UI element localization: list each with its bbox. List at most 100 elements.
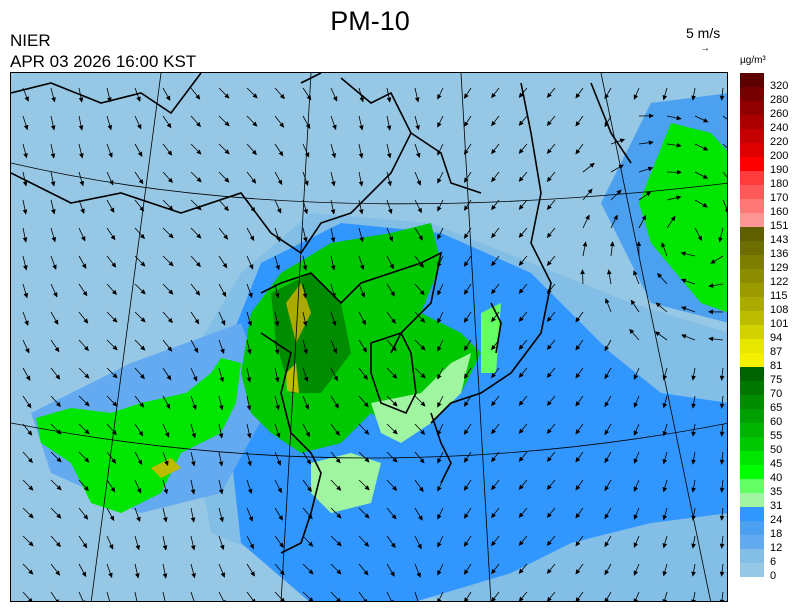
wind-arrowhead <box>23 292 29 299</box>
wind-arrowhead <box>575 485 581 491</box>
wind-arrowhead <box>418 235 423 241</box>
wind-arrowhead <box>279 542 284 548</box>
wind-arrowhead <box>463 485 469 491</box>
legend-swatch <box>740 213 764 227</box>
wind-arrowhead <box>24 96 29 102</box>
wind-arrowhead <box>276 208 282 214</box>
wind-arrowhead <box>575 401 581 407</box>
wind-arrowhead <box>518 400 524 406</box>
legend-label: 260 <box>770 108 789 120</box>
wind-arrowhead <box>415 125 420 131</box>
wind-arrowhead <box>223 599 226 601</box>
wind-arrowhead <box>546 372 552 379</box>
wind-arrowhead <box>220 572 226 578</box>
wind-arrowhead <box>307 514 313 520</box>
wind-arrowhead <box>81 571 87 578</box>
wind-arrowhead <box>719 431 725 437</box>
wind-arrowhead <box>167 177 173 184</box>
wind-arrowhead <box>164 432 170 438</box>
wind-arrowhead <box>662 543 668 549</box>
wind-vectors <box>22 87 727 601</box>
wind-arrowhead <box>78 125 84 131</box>
wind-arrow <box>386 591 392 601</box>
wind-arrowhead <box>84 429 90 435</box>
wind-arrowhead <box>718 237 723 243</box>
wind-arrowhead <box>110 487 116 493</box>
wind-arrowhead <box>546 428 552 435</box>
legend-swatch <box>740 437 764 451</box>
wind-arrowhead <box>604 569 610 576</box>
wind-arrowhead <box>137 124 142 130</box>
wind-arrowhead <box>661 242 666 248</box>
legend-swatch <box>740 423 764 437</box>
wind-arrowhead <box>109 515 115 522</box>
wind-arrowhead <box>50 181 56 187</box>
legend-label: 240 <box>770 122 789 134</box>
wind-arrowhead <box>392 401 398 407</box>
wind-arrowhead <box>331 293 336 299</box>
wind-arrowhead <box>364 457 370 463</box>
wind-arrowhead <box>331 152 337 159</box>
wind-arrowhead <box>464 597 469 601</box>
wind-arrowhead <box>167 150 173 156</box>
wind-arrowhead <box>633 402 639 408</box>
wind-arrowhead <box>140 289 146 295</box>
wind-arrow <box>634 591 640 601</box>
wind-arrowhead <box>303 208 309 215</box>
wind-arrowhead <box>392 485 398 491</box>
wind-arrowhead <box>604 93 610 100</box>
wind-arrowhead <box>140 261 146 267</box>
legend-label: 65 <box>770 402 783 414</box>
wind-arrowhead <box>604 401 610 408</box>
wind-arrowhead <box>676 143 682 148</box>
wind-arrowhead <box>546 344 552 351</box>
legend-label: 0 <box>770 570 777 582</box>
graticule <box>11 73 727 601</box>
wind-arrowhead <box>420 429 426 435</box>
wind-arrowhead <box>463 261 469 267</box>
wind-arrowhead <box>276 236 281 243</box>
wind-arrowhead <box>463 93 469 99</box>
wind-arrowhead <box>633 486 639 492</box>
wind-arrowhead <box>359 237 364 243</box>
wind-arrowhead <box>662 375 668 381</box>
legend-label: 87 <box>770 346 783 358</box>
yellow-hotspot-2 <box>286 363 299 393</box>
wind-arrowhead <box>546 232 552 239</box>
wind-arrowhead <box>437 486 442 492</box>
legend-swatch <box>740 465 764 479</box>
wind-arrowhead <box>194 319 200 325</box>
wind-arrow <box>134 591 138 601</box>
wind-arrowhead <box>491 484 496 491</box>
wind-arrowhead <box>636 241 642 247</box>
legend-unit: µg/m³ <box>740 55 766 66</box>
wind-arrowhead <box>719 571 725 577</box>
wind-arrow <box>722 115 727 120</box>
wind-arrowhead <box>691 95 696 101</box>
wind-arrowhead <box>437 458 442 464</box>
wind-arrowhead <box>50 153 56 159</box>
wind-scale-arrow-icon: → <box>700 43 710 54</box>
wind-arrowhead <box>251 598 256 601</box>
wind-arrowhead <box>190 489 196 495</box>
wind-arrowhead <box>195 121 201 128</box>
wind-arrowhead <box>645 191 652 197</box>
wind-arrowhead <box>248 264 254 270</box>
legend-label: 81 <box>770 360 783 372</box>
wind-arrowhead <box>619 138 626 143</box>
wind-arrowhead <box>22 181 28 187</box>
wind-arrowhead <box>491 176 496 183</box>
wind-arrowhead <box>662 487 668 493</box>
wind-arrowhead <box>219 517 224 523</box>
wind-arrowhead <box>278 515 283 521</box>
wind-arrowhead <box>303 376 309 383</box>
wind-arrowhead <box>437 542 442 548</box>
wind-arrowhead <box>607 269 612 275</box>
wind-arrowhead <box>416 180 422 186</box>
wind-arrowhead <box>79 180 85 187</box>
wind-arrowhead <box>604 485 610 492</box>
wind-arrowhead <box>575 317 581 323</box>
legend-swatch <box>740 451 764 465</box>
organization-label: NIER <box>10 31 51 50</box>
wind-arrowhead <box>195 261 201 268</box>
